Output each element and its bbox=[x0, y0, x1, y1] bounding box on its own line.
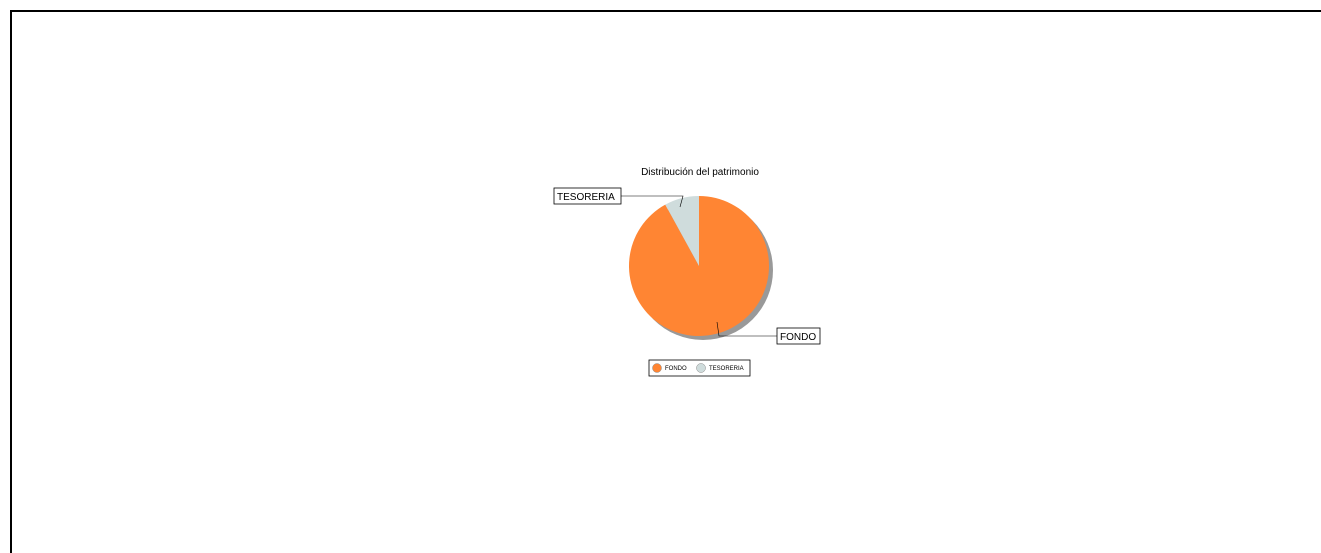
leader-lines bbox=[621, 195, 777, 337]
legend-swatch-fondo bbox=[652, 363, 662, 373]
legend-swatch-tesoreria bbox=[696, 363, 706, 373]
slice-label-text: TESORERIA bbox=[557, 192, 615, 203]
pie-slice-tesoreria bbox=[665, 196, 699, 266]
legend-label-tesoreria: TESORERIA bbox=[709, 366, 744, 372]
slice-label-text: FONDO bbox=[780, 332, 816, 343]
legend-label-fondo: FONDO bbox=[665, 366, 687, 372]
pie-slice-fondo bbox=[629, 196, 769, 336]
leader-line-fondo bbox=[716, 321, 777, 337]
chart-title: Distribución del patrimonio bbox=[641, 167, 759, 178]
leader-line-tesoreria bbox=[621, 195, 684, 208]
pie-slices bbox=[629, 196, 769, 336]
slice-label-fondo: FONDO bbox=[776, 327, 821, 345]
chart-frame bbox=[10, 10, 1321, 553]
slice-label-tesoreria: TESORERIA bbox=[553, 187, 622, 205]
legend: FONDO TESORERIA bbox=[648, 359, 751, 377]
